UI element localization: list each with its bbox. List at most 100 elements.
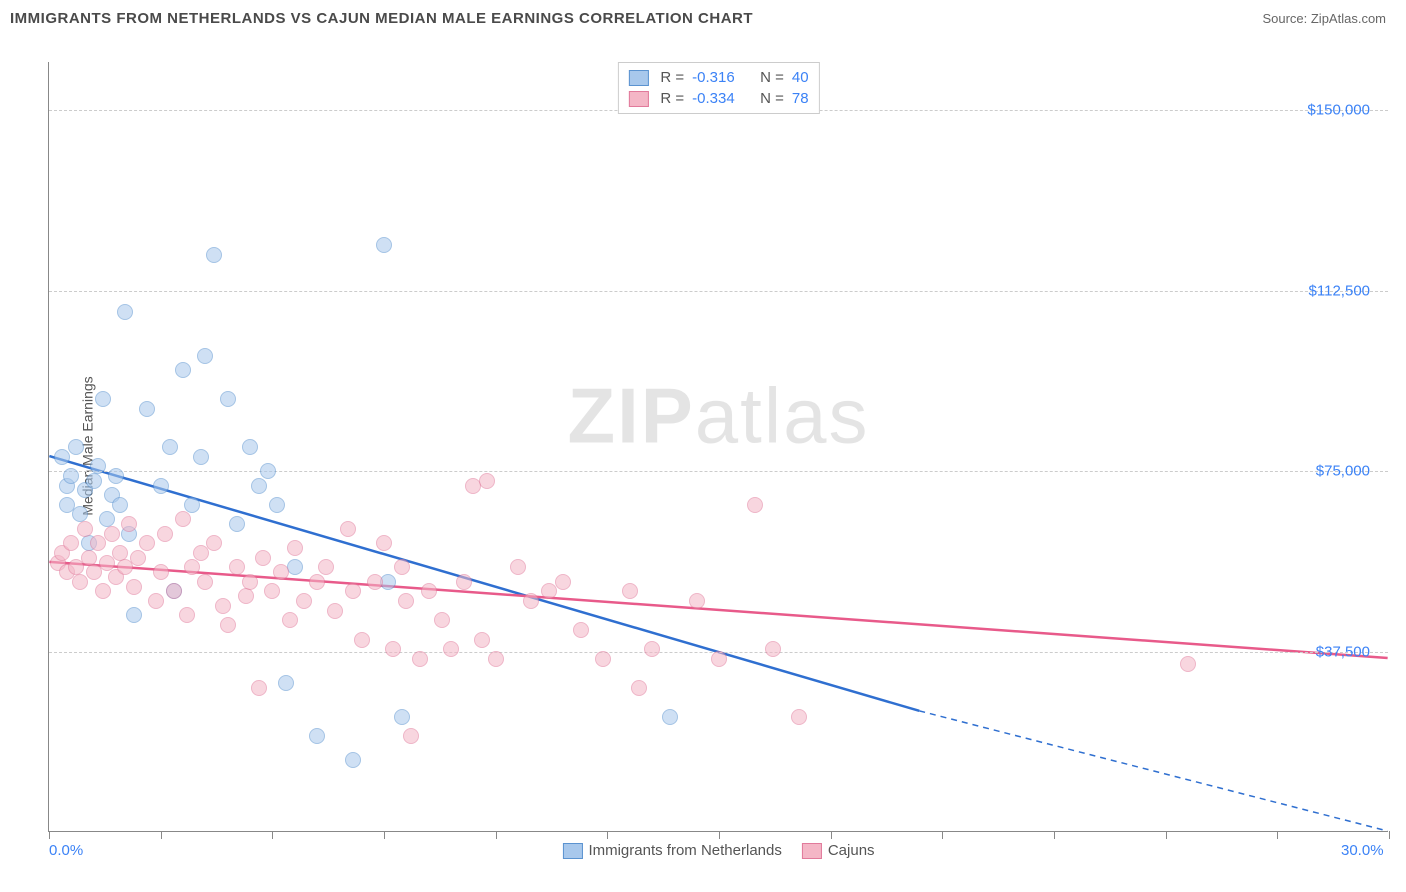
legend-series: Immigrants from NetherlandsCajuns (562, 842, 874, 859)
scatter-point-netherlands (193, 449, 209, 465)
r-value: -0.316 (692, 69, 752, 86)
scatter-point-netherlands (162, 439, 178, 455)
x-tick-mark (272, 831, 273, 839)
chart-plot-area: ZIPatlas $37,500$75,000$112,500$150,0000… (48, 62, 1388, 832)
r-label: R = (660, 90, 684, 107)
x-tick-mark (607, 831, 608, 839)
scatter-point-cajuns (443, 641, 459, 657)
scatter-point-cajuns (434, 612, 450, 628)
scatter-point-cajuns (264, 583, 280, 599)
scatter-point-cajuns (153, 564, 169, 580)
scatter-point-netherlands (175, 362, 191, 378)
scatter-point-cajuns (479, 473, 495, 489)
scatter-point-cajuns (139, 535, 155, 551)
scatter-point-netherlands (63, 468, 79, 484)
y-tick-label: $75,000 (1316, 463, 1370, 480)
scatter-point-netherlands (309, 728, 325, 744)
scatter-point-cajuns (179, 607, 195, 623)
scatter-point-cajuns (488, 651, 504, 667)
scatter-point-netherlands (251, 478, 267, 494)
scatter-point-cajuns (644, 641, 660, 657)
y-tick-label: $37,500 (1316, 643, 1370, 660)
scatter-point-netherlands (68, 439, 84, 455)
scatter-point-netherlands (117, 304, 133, 320)
scatter-point-cajuns (555, 574, 571, 590)
scatter-point-netherlands (229, 516, 245, 532)
scatter-point-cajuns (327, 603, 343, 619)
legend-series-label: Immigrants from Netherlands (588, 842, 781, 859)
scatter-point-cajuns (273, 564, 289, 580)
scatter-point-cajuns (367, 574, 383, 590)
legend-swatch-icon (562, 843, 582, 859)
scatter-point-cajuns (340, 521, 356, 537)
scatter-point-cajuns (309, 574, 325, 590)
scatter-point-cajuns (412, 651, 428, 667)
scatter-point-netherlands (394, 709, 410, 725)
scatter-point-netherlands (95, 391, 111, 407)
y-tick-label: $150,000 (1307, 102, 1370, 119)
scatter-point-cajuns (220, 617, 236, 633)
scatter-point-cajuns (403, 728, 419, 744)
legend-stats-row-netherlands: R =-0.316N =40 (628, 67, 808, 88)
trend-line-dash-netherlands (919, 711, 1387, 831)
legend-series-item: Immigrants from Netherlands (562, 842, 781, 859)
scatter-point-cajuns (206, 535, 222, 551)
scatter-point-cajuns (573, 622, 589, 638)
x-tick-mark (1054, 831, 1055, 839)
scatter-point-cajuns (345, 583, 361, 599)
scatter-point-cajuns (791, 709, 807, 725)
scatter-point-cajuns (63, 535, 79, 551)
scatter-point-cajuns (474, 632, 490, 648)
r-value: -0.334 (692, 90, 752, 107)
scatter-point-netherlands (197, 348, 213, 364)
scatter-point-cajuns (510, 559, 526, 575)
scatter-point-cajuns (215, 598, 231, 614)
watermark: ZIPatlas (567, 370, 869, 461)
grid-line (49, 471, 1388, 472)
scatter-point-cajuns (229, 559, 245, 575)
x-tick-label: 30.0% (1341, 842, 1384, 859)
scatter-point-cajuns (287, 540, 303, 556)
y-tick-label: $112,500 (1309, 282, 1370, 299)
scatter-point-cajuns (121, 516, 137, 532)
scatter-point-cajuns (711, 651, 727, 667)
scatter-point-cajuns (354, 632, 370, 648)
scatter-point-netherlands (376, 237, 392, 253)
scatter-point-cajuns (157, 526, 173, 542)
scatter-point-cajuns (95, 583, 111, 599)
x-tick-mark (49, 831, 50, 839)
trend-line-netherlands (49, 456, 919, 711)
scatter-point-netherlands (220, 391, 236, 407)
n-label: N = (760, 90, 784, 107)
scatter-point-cajuns (376, 535, 392, 551)
legend-swatch-icon (802, 843, 822, 859)
scatter-point-cajuns (238, 588, 254, 604)
scatter-point-cajuns (631, 680, 647, 696)
scatter-point-cajuns (523, 593, 539, 609)
watermark-bold: ZIP (567, 371, 694, 459)
scatter-point-cajuns (255, 550, 271, 566)
scatter-point-cajuns (130, 550, 146, 566)
legend-swatch-icon (628, 70, 648, 86)
header-bar: IMMIGRANTS FROM NETHERLANDS VS CAJUN MED… (0, 0, 1406, 33)
scatter-point-netherlands (90, 458, 106, 474)
scatter-point-cajuns (296, 593, 312, 609)
scatter-point-cajuns (398, 593, 414, 609)
scatter-point-netherlands (242, 439, 258, 455)
scatter-point-cajuns (126, 579, 142, 595)
scatter-point-netherlands (153, 478, 169, 494)
scatter-point-cajuns (385, 641, 401, 657)
n-value: 78 (792, 90, 809, 107)
scatter-point-cajuns (456, 574, 472, 590)
x-tick-mark (496, 831, 497, 839)
source-label: Source: ZipAtlas.com (1262, 11, 1386, 26)
scatter-point-netherlands (269, 497, 285, 513)
legend-stats-row-cajuns: R = -0.334 N = 78 (628, 88, 808, 109)
x-tick-mark (719, 831, 720, 839)
scatter-point-netherlands (260, 463, 276, 479)
scatter-point-cajuns (282, 612, 298, 628)
scatter-point-cajuns (77, 521, 93, 537)
x-tick-mark (942, 831, 943, 839)
scatter-point-cajuns (166, 583, 182, 599)
scatter-point-cajuns (318, 559, 334, 575)
